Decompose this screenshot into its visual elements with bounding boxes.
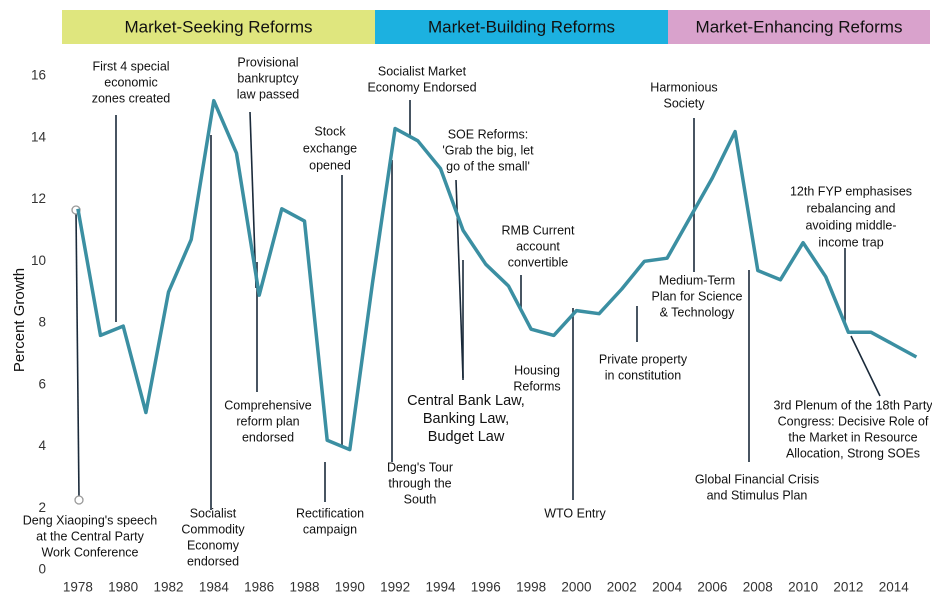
- annotation-text: Medium-Term: [659, 273, 735, 287]
- annotation-text: 12th FYP emphasises: [790, 184, 912, 198]
- annotation-text: Banking Law,: [423, 411, 509, 427]
- annotation-text: bankruptcy: [237, 71, 299, 85]
- x-tick-label: 2014: [879, 580, 910, 595]
- annotation-text: South: [404, 492, 437, 506]
- annotation-text: Socialist Market: [378, 64, 467, 78]
- phase-band: [668, 10, 930, 44]
- phase-band: [375, 10, 668, 44]
- x-tick-label: 1992: [380, 580, 410, 595]
- annotation-text: exchange: [303, 141, 357, 155]
- annotation-marker: [74, 495, 84, 505]
- x-tick-label: 2010: [788, 580, 818, 595]
- annotation-text: income trap: [818, 235, 883, 249]
- x-tick-label: 2002: [607, 580, 637, 595]
- annotation-text: Socialist: [190, 506, 237, 520]
- x-tick-label: 1988: [289, 580, 319, 595]
- x-tick-label: 1980: [108, 580, 138, 595]
- annotation-text: in constitution: [605, 368, 681, 382]
- annotation-text: convertible: [508, 255, 568, 269]
- annotation-text: Work Conference: [41, 545, 138, 559]
- annotation-text: Stock: [314, 124, 346, 138]
- phase-label: Market-Enhancing Reforms: [696, 17, 903, 36]
- annotation-text: Global Financial Crisis: [695, 472, 819, 486]
- x-tick-label: 1996: [471, 580, 501, 595]
- x-tick-label: 2004: [652, 580, 683, 595]
- phase-label: Market-Building Reforms: [428, 17, 615, 36]
- x-tick-label: 1984: [199, 580, 230, 595]
- annotation-text: endorsed: [187, 554, 239, 568]
- annotation-text: Provisional: [237, 55, 298, 69]
- annotation-text: through the: [388, 476, 451, 490]
- annotation-text: Economy Endorsed: [367, 80, 476, 94]
- annotation-text: Private property: [599, 352, 688, 366]
- annotation-text: economic: [104, 75, 158, 89]
- annotation-text: law passed: [237, 87, 300, 101]
- y-tick-label: 2: [38, 500, 46, 515]
- annotation-pointer: [850, 335, 881, 397]
- y-tick-label: 14: [31, 129, 47, 144]
- annotation-text: zones created: [92, 91, 171, 105]
- x-tick-label: 1978: [63, 580, 93, 595]
- annotation-text: the Market in Resource: [788, 430, 917, 444]
- annotation-text: go of the small': [446, 159, 530, 173]
- x-tick-label: 1990: [335, 580, 365, 595]
- annotation-text: Reforms: [513, 379, 560, 393]
- annotation-text: Commodity: [181, 522, 245, 536]
- annotation-text: reform plan: [236, 414, 299, 428]
- y-tick-label: 16: [31, 68, 46, 83]
- x-tick-label: 2008: [743, 580, 773, 595]
- annotation-text: and Stimulus Plan: [707, 488, 808, 502]
- annotation-text: account: [516, 239, 560, 253]
- x-tick-label: 2012: [833, 580, 863, 595]
- annotation-text: Central Bank Law,: [407, 393, 525, 409]
- annotation-text: Harmonious: [650, 80, 717, 94]
- annotation-text: 'Grab the big, let: [442, 143, 534, 157]
- y-tick-label: 10: [31, 253, 46, 268]
- annotation-text: campaign: [303, 522, 357, 536]
- y-tick-label: 4: [38, 438, 46, 453]
- annotation-text: Deng Xiaoping's speech: [23, 513, 157, 527]
- x-tick-label: 1986: [244, 580, 274, 595]
- y-tick-label: 0: [38, 562, 46, 577]
- annotation-text: Economy: [187, 538, 240, 552]
- annotation-text: Plan for Science: [651, 289, 742, 303]
- annotation-text: 3rd Plenum of the 18th Party: [773, 398, 932, 412]
- annotation-text: First 4 special: [92, 59, 169, 73]
- annotation-text: RMB Current: [502, 223, 575, 237]
- annotation-text: & Technology: [660, 305, 736, 319]
- x-tick-label: 1982: [153, 580, 183, 595]
- y-tick-label: 8: [38, 315, 46, 330]
- phase-band: [62, 10, 375, 44]
- annotation-text: Allocation, Strong SOEs: [786, 446, 920, 460]
- annotation-text: Rectification: [296, 506, 364, 520]
- annotation-text: Comprehensive: [224, 398, 312, 412]
- x-tick-label: 2006: [697, 580, 727, 595]
- annotation-pointer: [75, 211, 80, 499]
- annotation-text: avoiding middle-: [805, 218, 896, 232]
- annotation-text: WTO Entry: [544, 506, 606, 520]
- annotation-text: SOE Reforms:: [448, 127, 529, 141]
- x-tick-label: 2000: [561, 580, 591, 595]
- annotation-text: Budget Law: [428, 429, 505, 445]
- annotation-text: opened: [309, 158, 351, 172]
- x-tick-label: 1998: [516, 580, 546, 595]
- phase-label: Market-Seeking Reforms: [124, 17, 312, 36]
- annotation-text: Congress: Decisive Role of: [778, 414, 929, 428]
- growth-line: [76, 98, 918, 452]
- annotation-text: at the Central Party: [36, 529, 144, 543]
- y-axis-label: Percent Growth: [11, 268, 28, 372]
- y-tick-label: 12: [31, 191, 46, 206]
- annotation-text: Society: [664, 96, 706, 110]
- annotation-text: endorsed: [242, 430, 294, 444]
- x-tick-label: 1994: [425, 580, 456, 595]
- y-tick-label: 6: [38, 376, 46, 391]
- annotation-text: Housing: [514, 363, 560, 377]
- annotation-text: rebalancing and: [807, 201, 896, 215]
- annotation-text: Deng's Tour: [387, 460, 453, 474]
